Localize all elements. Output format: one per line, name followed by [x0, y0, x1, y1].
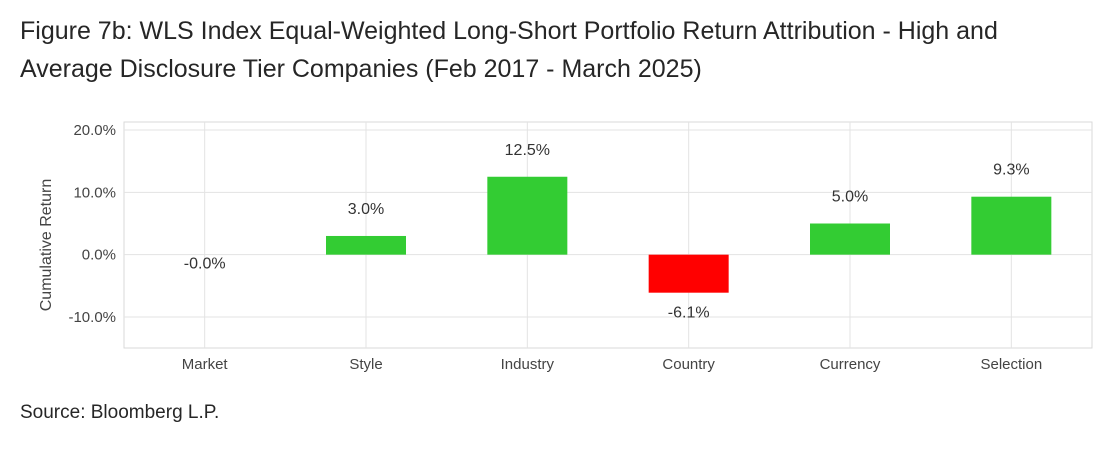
x-tick-label: Currency [820, 356, 881, 373]
data-label: -0.0% [184, 256, 226, 273]
chart-title-line-1: Figure 7b: WLS Index Equal-Weighted Long… [20, 17, 998, 45]
bar-country [648, 254, 729, 293]
y-tick-label: -10.0% [68, 309, 116, 326]
x-tick-label: Market [182, 356, 229, 373]
y-tick-label: 20.0% [73, 122, 116, 139]
chart-title-line-2: Average Disclosure Tier Companies (Feb 2… [20, 55, 702, 83]
x-tick-label: Industry [501, 356, 555, 373]
y-tick-label: 0.0% [82, 247, 116, 264]
y-axis-label: Cumulative Return [38, 179, 55, 312]
x-tick-label: Selection [980, 356, 1042, 373]
bar-industry [487, 176, 568, 255]
data-label: 3.0% [348, 201, 384, 218]
x-tick-label: Style [349, 356, 382, 373]
chart-title: Figure 7b: WLS Index Equal-Weighted Long… [20, 12, 1100, 88]
bar-selection [971, 196, 1052, 255]
x-tick-label: Country [662, 356, 715, 373]
source-note: Source: Bloomberg L.P. [20, 402, 220, 423]
bar-currency [810, 223, 890, 255]
y-tick-label: 10.0% [73, 184, 116, 201]
data-label: 9.3% [993, 162, 1029, 179]
bar-style [326, 235, 406, 255]
data-label: 12.5% [505, 142, 550, 159]
data-label: -6.1% [668, 305, 710, 322]
data-label: 5.0% [832, 189, 868, 206]
plot-frame [123, 121, 1093, 349]
